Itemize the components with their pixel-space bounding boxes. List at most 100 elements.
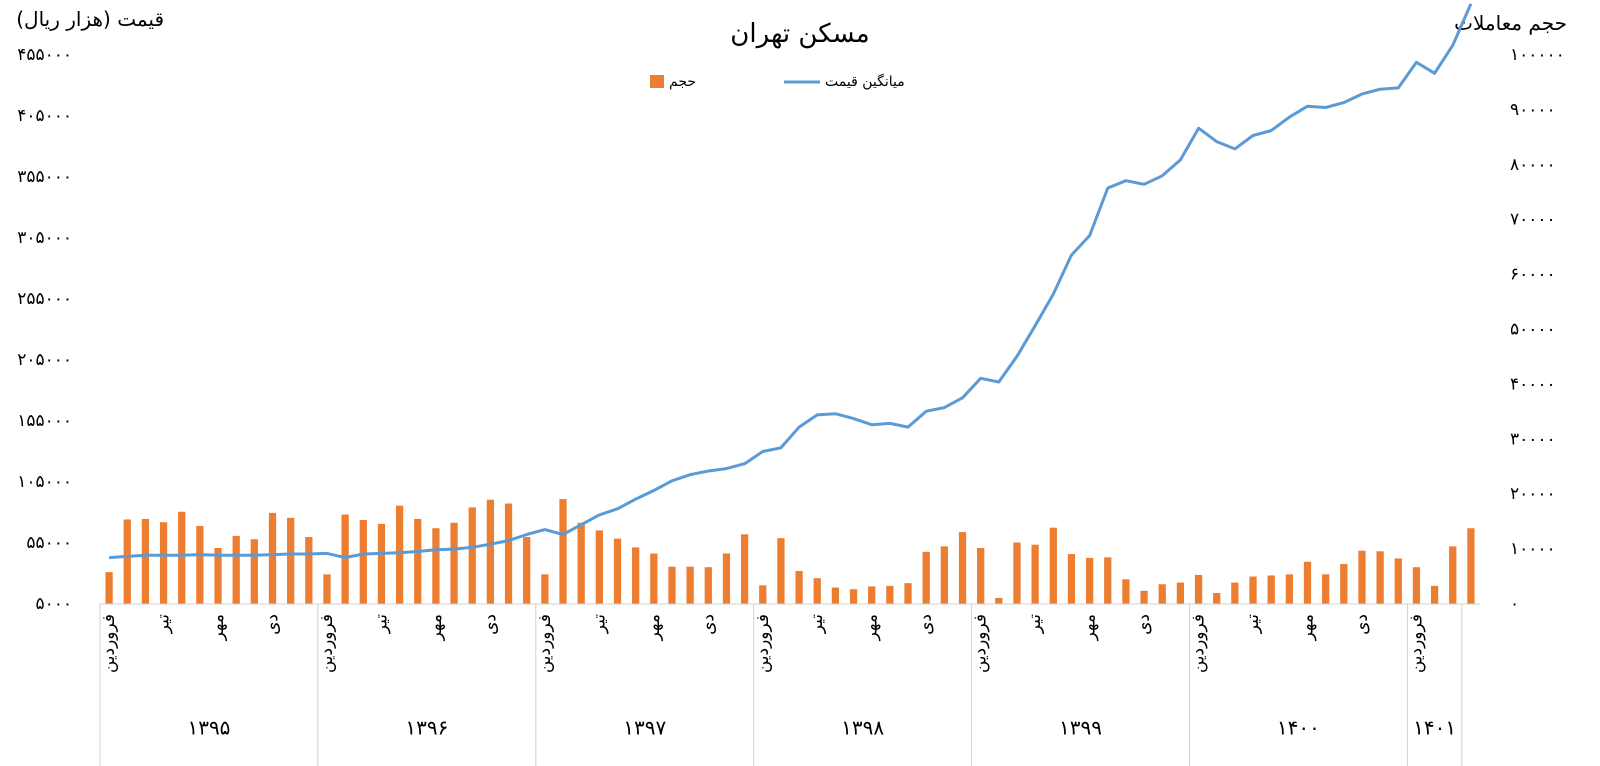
- volume-bar: [523, 537, 531, 604]
- volume-bar: [232, 535, 240, 604]
- month-label: مهر: [426, 614, 446, 641]
- volume-bar: [740, 534, 749, 604]
- right-axis: ۰ ۱۰۰۰۰ ۲۰۰۰۰ ۳۰۰۰۰ ۴۰۰۰۰ ۵۰۰۰۰ ۶۰۰۰۰ ۷۰۰۰۰ ۸۰۰۰…: [1510, 45, 1565, 614]
- volume-bar: [904, 583, 912, 604]
- right-tick-label: ۱۰۰۰۰: [1510, 539, 1556, 559]
- volume-bar: [1194, 574, 1203, 604]
- month-label: فروردین: [535, 614, 555, 673]
- chart-title: مسکن تهران: [730, 19, 869, 49]
- volume-bar: [1430, 585, 1439, 604]
- volume-bar: [359, 520, 367, 604]
- month-label: دی: [916, 614, 936, 635]
- volume-bar: [1085, 557, 1094, 604]
- volume-bar: [777, 538, 785, 604]
- volume-bar: [450, 522, 458, 604]
- year-label: ۱۳۹۸: [841, 716, 884, 740]
- volume-bar: [377, 523, 386, 604]
- volume-bar: [722, 553, 731, 604]
- left-tick-label: ۴۵۵۰۰۰: [17, 45, 72, 65]
- month-label: تیر: [589, 614, 609, 635]
- volume-bar: [468, 507, 476, 604]
- volume-bar: [813, 578, 821, 604]
- volume-bar: [196, 526, 204, 604]
- year-label: ۱۳۹۹: [1059, 716, 1102, 740]
- volume-bar: [178, 511, 186, 604]
- volume-bar: [1412, 567, 1421, 604]
- month-label: تیر: [154, 614, 174, 635]
- left-tick-label: ۳۰۵۰۰۰: [17, 228, 72, 248]
- left-tick-label: ۴۰۵۰۰۰: [17, 106, 72, 126]
- left-tick-label: ۳۵۵۰۰۰: [17, 167, 72, 187]
- month-label: مهر: [644, 614, 664, 641]
- left-axis-title: قیمت (هزار ریال): [16, 7, 164, 31]
- left-tick-label: ۵۰۰۰: [35, 594, 72, 614]
- right-tick-label: ۵۰۰۰۰: [1510, 320, 1556, 340]
- left-tick-label: ۲۰۵۰۰۰: [17, 350, 72, 370]
- volume-bar: [1394, 558, 1402, 604]
- volume-bar: [613, 538, 622, 604]
- left-tick-label: ۲۵۵۰۰۰: [17, 289, 72, 309]
- volume-bar: [595, 530, 603, 604]
- volume-bar: [341, 514, 349, 604]
- volume-bar: [159, 522, 168, 604]
- right-tick-label: ۱۰۰۰۰۰: [1510, 45, 1565, 65]
- volume-bar: [141, 518, 150, 604]
- month-label: فروردین: [1406, 614, 1426, 673]
- volume-bar: [268, 512, 277, 604]
- volume-bar: [922, 551, 930, 604]
- volume-bar: [105, 572, 113, 604]
- right-axis-title: حجم معاملات: [1454, 11, 1567, 35]
- volume-bar: [1467, 528, 1475, 604]
- volume-bar: [977, 548, 985, 604]
- volume-bar: [1104, 557, 1112, 604]
- volume-bar: [1249, 576, 1257, 604]
- right-tick-label: ۲۰۰۰۰: [1510, 484, 1556, 504]
- volume-bar: [632, 547, 640, 604]
- month-label: فروردین: [99, 614, 119, 673]
- volume-bar: [250, 539, 258, 604]
- year-label: ۱۳۹۵: [187, 716, 230, 740]
- volume-bar: [1303, 561, 1312, 604]
- volume-bar: [686, 566, 694, 604]
- volume-bar: [1376, 551, 1384, 604]
- right-tick-label: ۹۰۰۰۰: [1510, 100, 1556, 120]
- volume-bar: [1231, 582, 1239, 604]
- volume-bar: [849, 589, 858, 604]
- month-label: مهر: [1080, 614, 1100, 641]
- month-label: دی: [263, 614, 283, 635]
- month-label: فروردین: [317, 614, 337, 673]
- volume-bar: [795, 571, 803, 604]
- month-label: مهر: [208, 614, 228, 641]
- volume-bar: [577, 522, 585, 604]
- volume-bar: [704, 567, 712, 604]
- month-label: دی: [480, 614, 500, 635]
- volume-bar: [1213, 593, 1221, 604]
- month-label: فروردین: [971, 614, 991, 673]
- volume-bar: [1449, 546, 1457, 604]
- volume-bar: [1067, 554, 1076, 604]
- volume-bar: [1158, 584, 1166, 604]
- volume-bar: [650, 553, 658, 604]
- volume-bar: [940, 546, 948, 604]
- legend-label-price: میانگین قیمت: [825, 73, 905, 90]
- legend-bar-swatch: [650, 75, 664, 88]
- volume-bar: [831, 587, 840, 604]
- volume-bar: [1358, 550, 1366, 604]
- month-label: تیر: [1025, 614, 1045, 635]
- legend-label-volume: حجم: [669, 74, 696, 90]
- year-label: ۱۴۰۰: [1277, 716, 1320, 740]
- right-tick-label: ۸۰۰۰۰: [1510, 155, 1556, 175]
- volume-bar: [504, 503, 513, 604]
- left-tick-label: ۵۵۰۰۰: [26, 533, 72, 553]
- volume-bar: [414, 518, 422, 604]
- volume-bar: [1122, 579, 1130, 604]
- right-tick-label: ۰: [1510, 594, 1519, 614]
- year-label: ۱۳۹۶: [405, 716, 448, 740]
- volume-bar: [323, 574, 331, 604]
- volume-bar: [305, 537, 313, 604]
- volume-bar: [759, 585, 767, 604]
- volume-bar: [1267, 575, 1275, 604]
- volume-bar: [1140, 590, 1148, 604]
- volume-bar: [486, 499, 495, 604]
- volume-bar: [1176, 582, 1185, 604]
